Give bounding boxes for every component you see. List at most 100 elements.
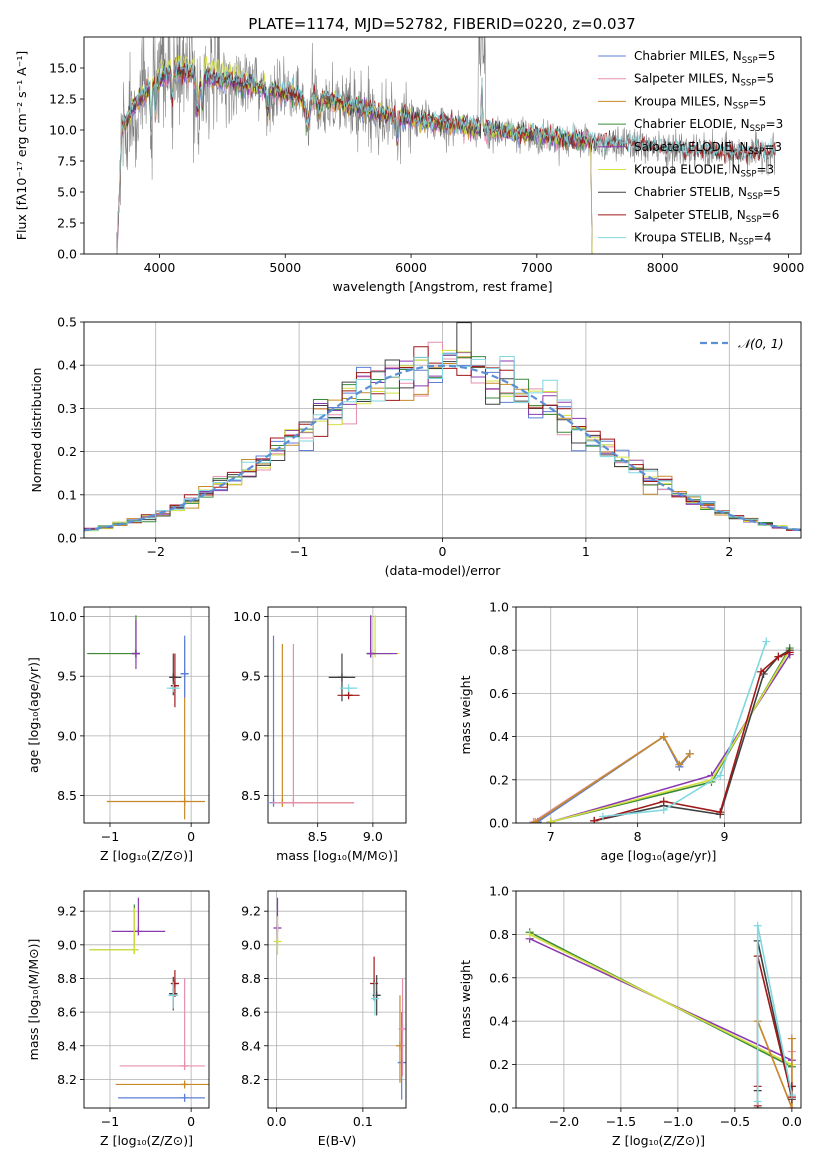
axes-frame [267,890,407,1109]
axes-frame [83,36,802,255]
y-tick-label: 0.4 [489,729,509,744]
y-tick-label: 10.0 [49,123,77,138]
y-tick-label: 0.0 [489,816,509,831]
marker-chabrier-miles [180,1093,189,1102]
x-tick-label: 4000 [144,260,176,275]
spectrum-legend: Chabrier MILES, NSSP=5 Salpeter MILES, NS… [598,49,783,248]
legend-entry: Salpeter MILES, NSSP=5 [634,72,774,89]
y-tick-label: 8.8 [241,971,261,986]
legend-entry: Chabrier ELODIE, NSSP=3 [634,117,783,134]
y-tick-label: 7.5 [57,154,77,169]
x-tick-label: 8 [634,829,642,844]
x-tick-label: 8000 [647,260,679,275]
x-axis-label: Z [log₁₀(Z/Z⊙)] [100,848,193,863]
y-tick-label: 0.6 [489,686,509,701]
marker-salpeter-miles [180,1061,189,1070]
axes-frame [83,321,802,539]
x-tick-label: 0.0 [782,1114,802,1129]
y-tick-label: 1.0 [489,884,509,899]
x-axis-label: age [log₁₀(age/yr)] [601,848,717,863]
panel-mass-z: −1 0 8.2 8.4 8.6 8.8 9.0 9.2 Z [log₁₀(Z/Z⊙)] mass… [26,890,210,1148]
model-line-kroupa-stelib [116,59,776,254]
x-tick-label: 9 [721,829,729,844]
y-tick-label: 9.0 [57,728,77,743]
y-tick-label: 8.2 [241,1072,261,1087]
y-tick-label: 2.5 [57,216,77,231]
x-axis-label: mass [log₁₀(M/M⊙)] [276,848,398,863]
x-tick-label: 9.0 [363,829,383,844]
x-tick-label: −1 [290,544,308,559]
x-tick-label: 0.1 [353,1114,373,1129]
x-tick-label: 0 [187,1114,195,1129]
axes-frame [83,606,210,824]
x-tick-label: 1 [582,544,590,559]
legend-entry: Chabrier MILES, NSSP=5 [634,49,775,66]
y-tick-label: 0.3 [57,401,77,416]
panel-age-mass: 8.5 9.0 8.5 9.0 9.5 10.0 mass [log₁₀(M/M⊙)] [233,606,407,863]
series-marker [716,808,725,817]
y-tick-label: 8.2 [57,1072,77,1087]
legend-entry: Kroupa STELIB, NSSP=4 [634,231,772,248]
series-marker [685,749,694,758]
series-marker [785,648,794,657]
marker-kroupa-miles [180,1080,189,1089]
y-tick-label: 9.5 [57,669,77,684]
marker-salpeter-miles [289,798,298,807]
plot-area-age-z [87,615,205,820]
y-axis-label: mass weight [458,675,473,754]
marker-salpeter-elodie [134,927,143,936]
marker-chabrier-stelib [337,673,346,682]
series-marker [546,817,555,823]
series-marker [787,1104,796,1108]
y-tick-label: 8.6 [57,1005,77,1020]
y-tick-label: 0.4 [57,358,77,373]
legend-entry: Kroupa MILES, NSSP=5 [634,94,766,111]
marker-chabrier-miles [397,1058,406,1067]
plot-area-mass-z [89,897,209,1102]
y-tick-label: 9.2 [241,904,261,919]
y-tick-label: 0.4 [489,1014,509,1029]
series-marker [531,817,540,823]
y-axis-label: Flux [fλ10⁻¹⁷ erg cm⁻² s⁻¹ A⁻¹] [14,51,29,240]
y-tick-label: 0.0 [57,531,77,546]
x-tick-label: 7000 [521,260,553,275]
y-tick-label: 8.4 [57,1038,77,1053]
series-line-salpeter-stelib [593,651,790,822]
y-tick-label: 0.0 [57,247,77,262]
y-tick-label: 0.2 [489,772,509,787]
normal-fit-line [84,364,801,532]
series-line-chabrier-elodie [550,647,791,823]
marker-kroupa-stelib [169,684,178,693]
series-marker [762,637,771,646]
x-tick-label: 8.5 [308,829,328,844]
series-marker [753,1097,762,1106]
marker-kroupa-stelib [370,994,379,1003]
legend-entry: 𝒩(0, 1) [738,336,784,351]
x-tick-label: 0 [439,544,447,559]
y-tick-label: 10.0 [233,609,261,624]
x-axis-label: (data-model)/error [385,563,502,578]
legend-entry: Salpeter ELODIE, NSSP=3 [634,140,782,157]
series-marker [716,771,725,780]
series-line-kroupa-elodie [529,933,793,1066]
y-tick-label: 12.5 [49,92,77,107]
series-marker [787,1082,796,1091]
y-tick-label: 9.0 [57,937,77,952]
panel-weight-age: 7 8 9 0.0 0.2 0.4 0.6 0.8 1.0 age [log₁₀(age/yr)]… [458,600,802,863]
y-tick-label: 5.0 [57,185,77,200]
panel-age-z: −1 0 8.5 9.0 9.5 10.0 Z [log₁₀(Z/Z⊙)] age [log₁… [26,606,210,863]
y-tick-label: 8.8 [57,971,77,986]
x-tick-label: 5000 [269,260,301,275]
marker-salpeter-miles [398,1024,406,1033]
y-tick-label: 0.5 [57,315,77,330]
x-tick-label: −1.5 [606,1114,636,1129]
legend-entry: Salpeter STELIB, NSSP=6 [634,208,779,225]
marker-salpeter-elodie [366,649,375,658]
histogram-kroupa-stelib [84,353,801,538]
series-marker [757,667,766,676]
series-line-kroupa-stelib [602,641,767,818]
x-axis-label: Z [log₁₀(Z/Z⊙)] [100,1133,193,1148]
x-axis-label: E(B-V) [318,1133,357,1148]
plot-area-age-mass [269,615,400,807]
